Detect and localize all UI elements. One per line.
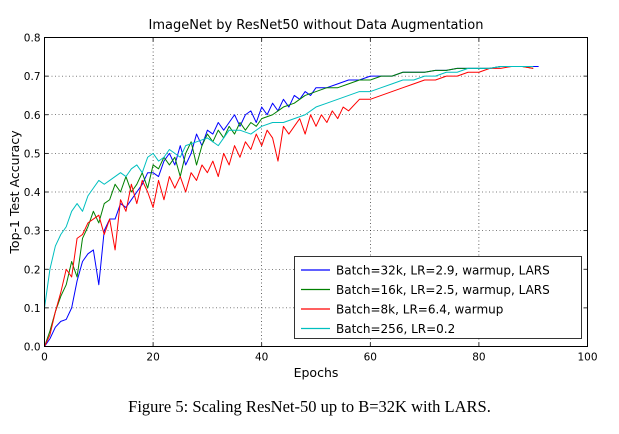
chart-title: ImageNet by ResNet50 without Data Augmen… bbox=[149, 18, 484, 33]
y-tick-label: 0.5 bbox=[24, 148, 41, 160]
y-tick-label: 0.4 bbox=[24, 187, 41, 199]
legend-entries: Batch=32k, LR=2.9, warmup, LARS Batch=16k… bbox=[301, 264, 550, 336]
series-line bbox=[44, 65, 534, 347]
y-tick-label: 0.1 bbox=[24, 303, 41, 315]
figure-caption: Figure 5: Scaling ResNet-50 up to B=32K … bbox=[128, 397, 491, 416]
legend-label: Batch=8k, LR=6.4, warmup bbox=[336, 303, 503, 317]
x-tick-label: 0 bbox=[41, 352, 48, 364]
x-tick-label: 100 bbox=[577, 352, 597, 364]
y-tick-label: 0.6 bbox=[24, 110, 41, 122]
series-line bbox=[44, 65, 534, 347]
legend-box bbox=[294, 256, 582, 339]
legend-label: Batch=32k, LR=2.9, warmup, LARS bbox=[336, 264, 550, 278]
x-axis-label: Epochs bbox=[294, 365, 339, 380]
series-layer bbox=[44, 65, 539, 347]
x-axis: 0 20 40 60 80 100 bbox=[41, 37, 598, 364]
series-line bbox=[44, 65, 534, 308]
y-axis: 0.0 0.1 0.2 0.3 0.4 0.5 0.6 0.7 0.8 bbox=[24, 33, 588, 354]
y-tick-label: 0.2 bbox=[24, 264, 41, 276]
legend: Batch=32k, LR=2.9, warmup, LARS Batch=16k… bbox=[294, 256, 582, 339]
y-tick-label: 0.8 bbox=[24, 33, 41, 45]
y-tick-label: 0.0 bbox=[24, 342, 41, 354]
legend-label: Batch=16k, LR=2.5, warmup, LARS bbox=[336, 283, 550, 297]
y-tick-label: 0.7 bbox=[24, 71, 41, 83]
x-tick-label: 20 bbox=[146, 352, 159, 364]
x-tick-label: 60 bbox=[364, 352, 377, 364]
x-tick-label: 80 bbox=[472, 352, 485, 364]
x-tick-label: 40 bbox=[255, 352, 268, 364]
y-axis-label: Top-1 Test Accuracy bbox=[7, 130, 22, 255]
legend-label: Batch=256, LR=0.2 bbox=[336, 322, 455, 336]
y-tick-label: 0.3 bbox=[24, 226, 41, 238]
